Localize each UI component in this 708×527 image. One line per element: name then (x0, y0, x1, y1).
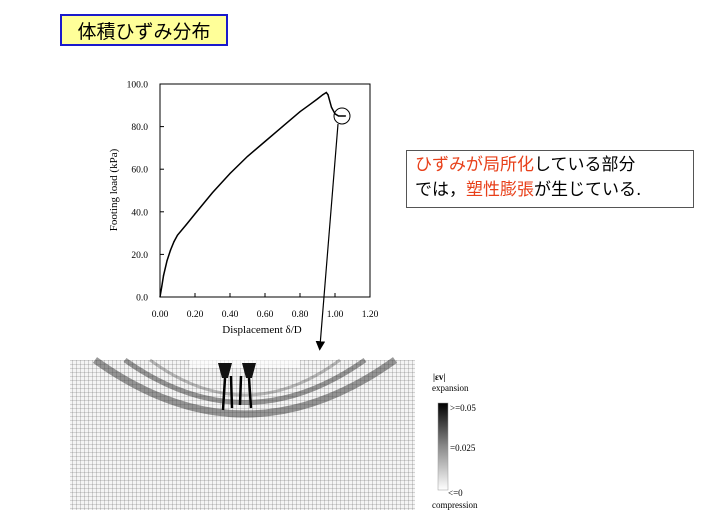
load-curve-line (159, 91, 346, 298)
colorbar-mid-label: =0.025 (450, 443, 476, 453)
x-tick-label: 0.80 (292, 310, 309, 320)
callout-text-1: している部分 (534, 155, 636, 175)
data-point (316, 98, 319, 100)
load-curve-points (159, 91, 347, 298)
data-point (211, 192, 214, 194)
colorbar: |εv| expansion >=0.05 =0.025 <=0 compres… (432, 372, 478, 510)
y-tick-label: 0.0 (136, 294, 148, 304)
callout-text-3: が生じている. (534, 180, 642, 200)
callout-box: ひずみが局所化している部分 では，塑性膨張が生じている. (406, 150, 694, 208)
footing-right-block (242, 363, 256, 378)
y-axis-label: Footing load (kPa) (108, 148, 120, 231)
localized-strain-bands (221, 375, 253, 411)
colorbar-gradient (437, 402, 449, 491)
callout-highlight-1: ひずみが局所化 (415, 155, 534, 175)
data-point (229, 172, 231, 175)
page-title: 体積ひずみ分布 (60, 14, 228, 46)
x-tick-label: 1.00 (327, 310, 344, 320)
data-point (308, 104, 310, 106)
data-point (344, 115, 347, 117)
highlight-circle (333, 107, 351, 125)
shear-band-inner (123, 357, 367, 405)
footing-left-block (218, 363, 232, 378)
pointer-arrow (315, 123, 339, 351)
data-point (325, 91, 327, 94)
colorbar-bottom-label: compression (432, 500, 478, 510)
data-point (185, 223, 187, 226)
data-point (169, 249, 172, 251)
data-point (176, 234, 179, 236)
data-point (264, 140, 266, 143)
y-tick-label: 80.0 (131, 123, 148, 133)
colorbar-top-label: expansion (432, 383, 469, 393)
x-tick-label: 0.60 (257, 310, 274, 320)
x-tick-label: 0.00 (152, 310, 169, 320)
x-axis-label: Displacement δ/D (222, 324, 301, 336)
load-displacement-chart: 0.00 0.20 0.40 0.60 0.80 1.00 1.20 0.0 20.0 40.0… (108, 81, 379, 351)
shear-band-third (149, 358, 341, 397)
data-point (322, 94, 324, 96)
y-tick-label: 40.0 (131, 208, 148, 218)
callout-text-2: では， (415, 180, 466, 200)
data-point (161, 285, 163, 287)
data-point (330, 106, 333, 109)
data-point (246, 155, 249, 158)
x-tick-label: 1.20 (362, 310, 379, 320)
y-tick-label: 20.0 (131, 251, 148, 261)
shear-band-outer (92, 357, 398, 418)
data-point (162, 275, 165, 277)
data-point (299, 111, 301, 113)
y-tick-label: 100.0 (127, 81, 149, 91)
data-point (159, 296, 161, 298)
data-point (166, 260, 168, 262)
x-tick-label: 0.40 (222, 310, 239, 320)
page-title-text: 体積ひずみ分布 (77, 20, 211, 43)
data-point (173, 241, 175, 243)
colorbar-symbol: |εv| (433, 372, 445, 382)
callout-line-1: ひずみが局所化している部分 (415, 153, 685, 178)
data-point (327, 94, 329, 96)
y-tick-label: 60.0 (131, 166, 148, 176)
data-point (341, 115, 343, 117)
x-axis-ticks: 0.00 0.20 0.40 0.60 0.80 1.00 1.20 (152, 293, 379, 320)
y-axis-ticks: 0.0 20.0 40.0 60.0 80.0 100.0 (127, 81, 164, 304)
x-tick-label: 0.20 (187, 310, 204, 320)
callout-highlight-2: 塑性膨張 (466, 180, 534, 200)
colorbar-min-label: <=0 (448, 488, 463, 498)
colorbar-max-label: >=0.05 (450, 403, 476, 413)
fe-mesh-contour (70, 357, 415, 510)
data-point (337, 115, 340, 117)
callout-line-2: では，塑性膨張が生じている. (415, 178, 685, 203)
data-point (281, 126, 284, 128)
data-point (194, 213, 196, 215)
